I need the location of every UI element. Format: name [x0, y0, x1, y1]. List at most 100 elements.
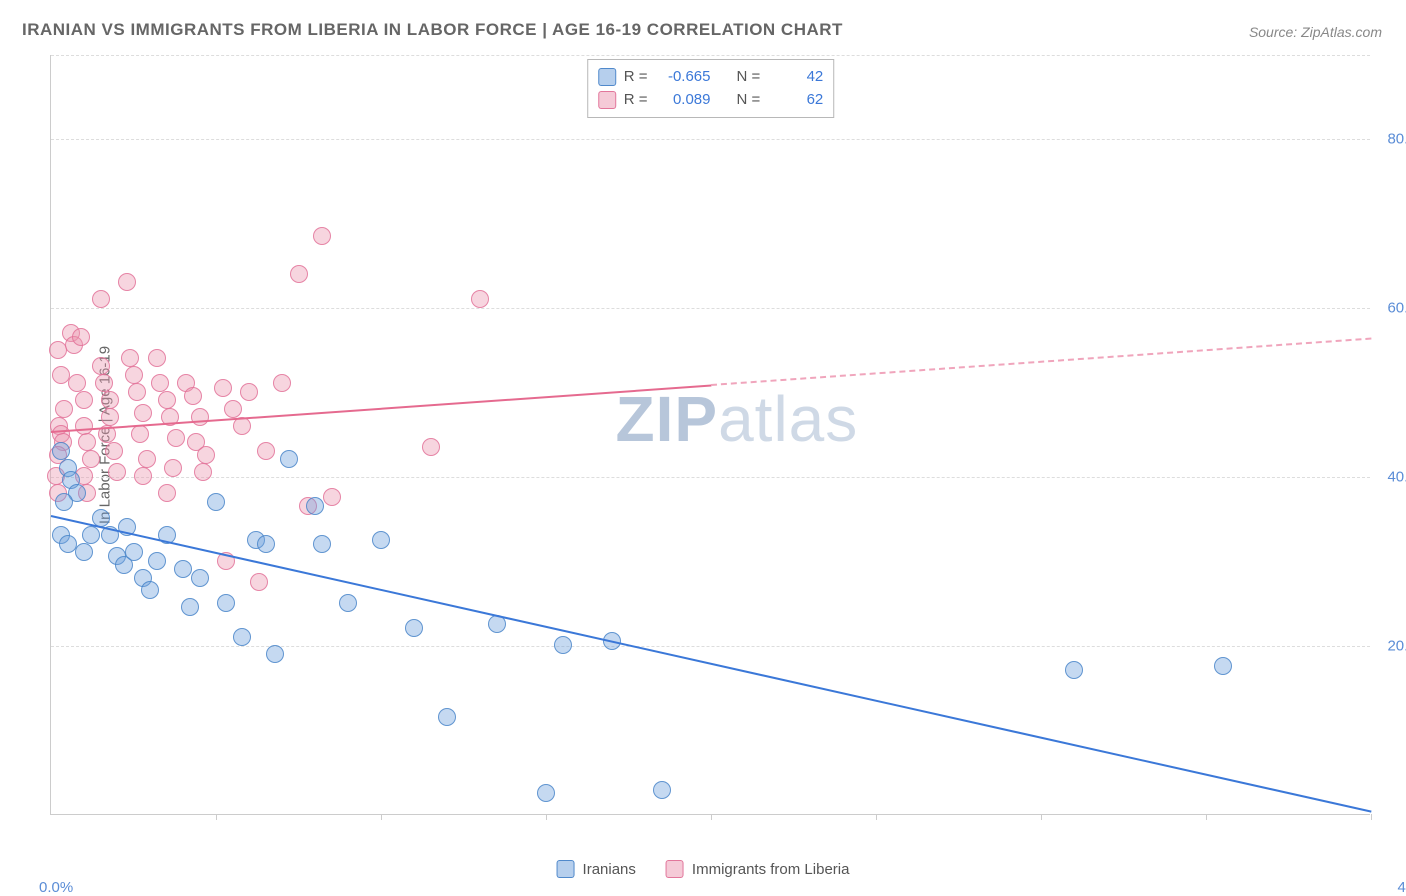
y-tick-label: 60.0% [1387, 300, 1406, 317]
x-tick [216, 814, 217, 820]
gridline-h [51, 646, 1370, 647]
data-point-liberia [164, 459, 182, 477]
x-tick [381, 814, 382, 820]
data-point-liberia [52, 366, 70, 384]
data-point-liberia [240, 383, 258, 401]
data-point-liberia [290, 265, 308, 283]
data-point-iranian [653, 781, 671, 799]
watermark: ZIPatlas [616, 382, 859, 456]
data-point-iranian [217, 594, 235, 612]
data-point-iranian [438, 708, 456, 726]
data-point-iranian [174, 560, 192, 578]
x-axis-label-min: 0.0% [39, 879, 73, 896]
data-point-liberia [68, 374, 86, 392]
x-tick [876, 814, 877, 820]
data-point-liberia [323, 488, 341, 506]
data-point-liberia [158, 391, 176, 409]
data-point-liberia [125, 366, 143, 384]
legend-swatch-pink [598, 91, 616, 109]
data-point-liberia [118, 273, 136, 291]
x-axis-label-max: 40.0% [1397, 879, 1406, 896]
data-point-liberia [128, 383, 146, 401]
data-point-iranian [405, 619, 423, 637]
data-point-liberia [75, 391, 93, 409]
y-tick-label: 20.0% [1387, 638, 1406, 655]
data-point-iranian [1065, 661, 1083, 679]
data-point-iranian [339, 594, 357, 612]
data-point-liberia [95, 374, 113, 392]
data-point-liberia [121, 349, 139, 367]
gridline-h [51, 139, 1370, 140]
data-point-liberia [49, 341, 67, 359]
data-point-iranian [207, 493, 225, 511]
data-point-liberia [101, 408, 119, 426]
data-point-iranian [55, 493, 73, 511]
data-point-liberia [184, 387, 202, 405]
data-point-liberia [75, 417, 93, 435]
data-point-iranian [537, 784, 555, 802]
chart-title: IRANIAN VS IMMIGRANTS FROM LIBERIA IN LA… [22, 20, 843, 40]
legend-swatch-blue [598, 68, 616, 86]
data-point-liberia [108, 463, 126, 481]
data-point-liberia [82, 450, 100, 468]
bottom-legend: Iranians Immigrants from Liberia [557, 860, 850, 878]
trendline-liberia-extrapolated [711, 338, 1371, 386]
data-point-liberia [92, 357, 110, 375]
data-point-iranian [554, 636, 572, 654]
data-point-iranian [313, 535, 331, 553]
data-point-iranian [1214, 657, 1232, 675]
plot-area: In Labor Force | Age 16-19 20.0%40.0%60.… [50, 55, 1370, 815]
data-point-liberia [78, 433, 96, 451]
legend-swatch-iranians [557, 860, 575, 878]
data-point-iranian [82, 526, 100, 544]
data-point-liberia [250, 573, 268, 591]
data-point-iranian [266, 645, 284, 663]
data-point-iranian [125, 543, 143, 561]
data-point-iranian [141, 581, 159, 599]
data-point-liberia [224, 400, 242, 418]
data-point-liberia [134, 404, 152, 422]
y-tick-label: 80.0% [1387, 131, 1406, 148]
data-point-liberia [138, 450, 156, 468]
data-point-iranian [233, 628, 251, 646]
data-point-liberia [101, 391, 119, 409]
legend-label-liberia: Immigrants from Liberia [692, 861, 850, 878]
data-point-liberia [72, 328, 90, 346]
data-point-liberia [92, 290, 110, 308]
data-point-liberia [422, 438, 440, 456]
data-point-liberia [273, 374, 291, 392]
data-point-liberia [131, 425, 149, 443]
x-tick [1371, 814, 1372, 820]
data-point-liberia [134, 467, 152, 485]
data-point-liberia [194, 463, 212, 481]
data-point-iranian [52, 442, 70, 460]
data-point-iranian [191, 569, 209, 587]
data-point-iranian [148, 552, 166, 570]
data-point-liberia [55, 400, 73, 418]
data-point-iranian [280, 450, 298, 468]
data-point-liberia [148, 349, 166, 367]
data-point-liberia [105, 442, 123, 460]
source-credit: Source: ZipAtlas.com [1249, 24, 1382, 40]
gridline-h [51, 477, 1370, 478]
data-point-liberia [167, 429, 185, 447]
data-point-iranian [306, 497, 324, 515]
data-point-liberia [257, 442, 275, 460]
gridline-h [51, 308, 1370, 309]
data-point-liberia [214, 379, 232, 397]
data-point-liberia [151, 374, 169, 392]
x-tick [1206, 814, 1207, 820]
legend-label-iranians: Iranians [583, 861, 636, 878]
data-point-iranian [372, 531, 390, 549]
trendline-iranian [51, 515, 1371, 813]
data-point-liberia [471, 290, 489, 308]
data-point-liberia [197, 446, 215, 464]
x-tick [711, 814, 712, 820]
data-point-liberia [191, 408, 209, 426]
y-tick-label: 40.0% [1387, 469, 1406, 486]
data-point-liberia [313, 227, 331, 245]
x-tick [546, 814, 547, 820]
legend-swatch-liberia [666, 860, 684, 878]
data-point-iranian [59, 535, 77, 553]
data-point-iranian [257, 535, 275, 553]
